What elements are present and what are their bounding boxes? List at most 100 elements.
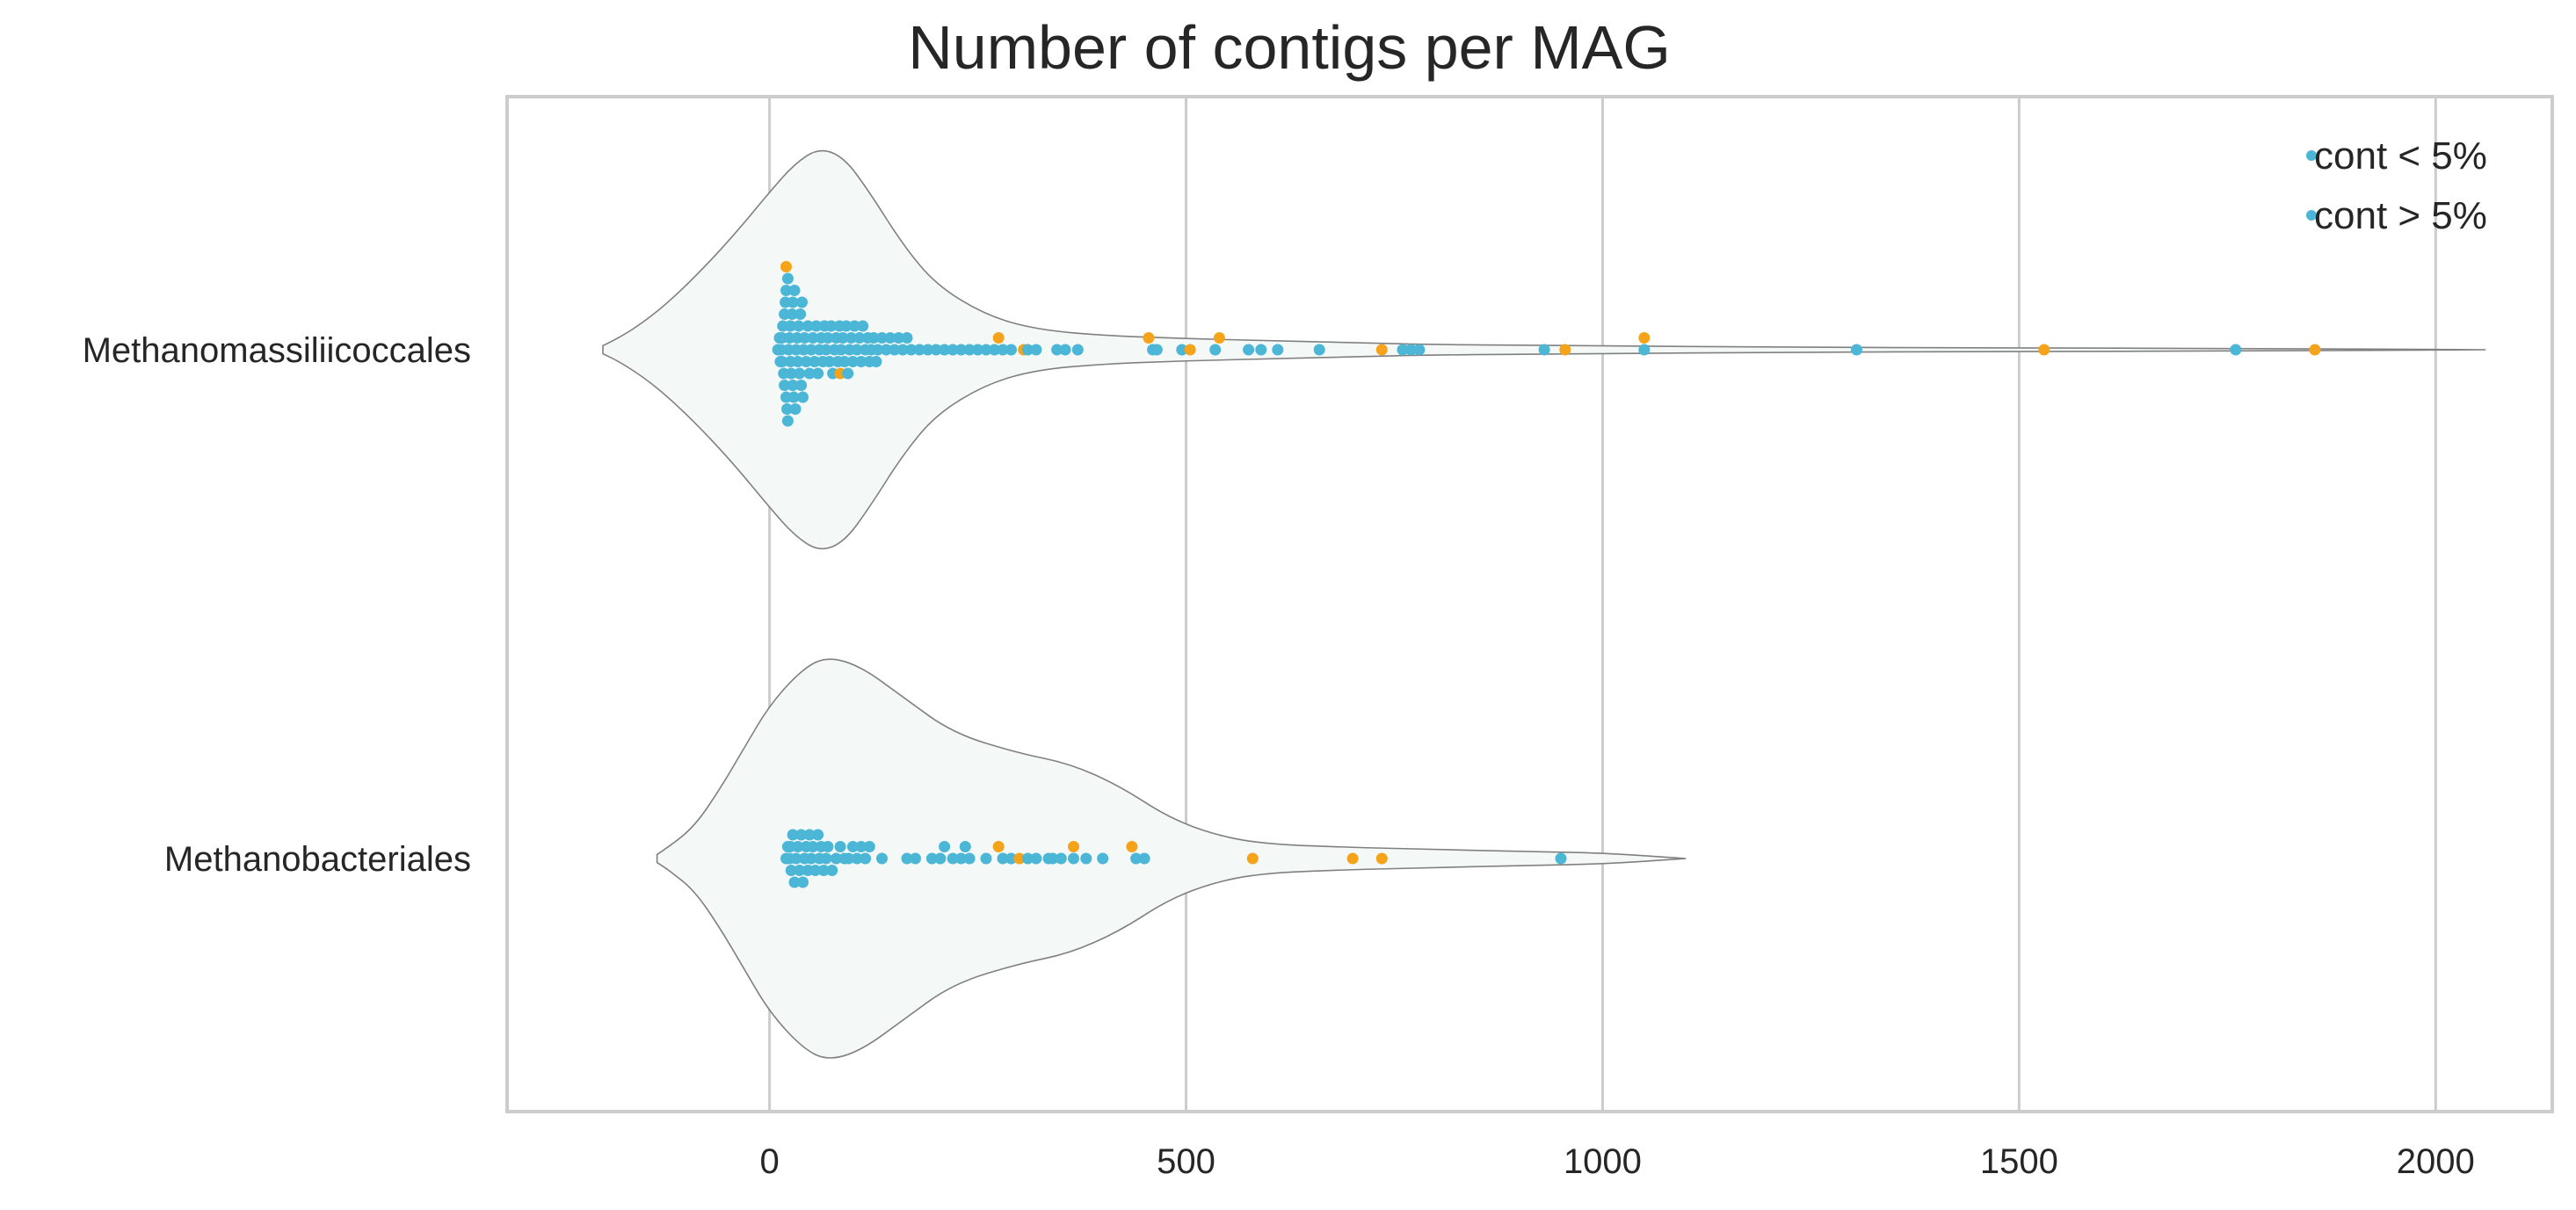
point-low-contamination (922, 344, 934, 356)
point-low-contamination (925, 852, 938, 865)
point-low-contamination (780, 285, 792, 296)
point-low-contamination (1404, 344, 1417, 356)
point-low-contamination (1851, 344, 1862, 356)
point-low-contamination (910, 852, 921, 865)
point-low-contamination (820, 344, 832, 356)
point-low-contamination (810, 320, 823, 332)
point-low-contamination (880, 344, 892, 356)
point-high-contamination (2038, 344, 2050, 356)
point-low-contamination (1005, 344, 1017, 356)
point-low-contamination (842, 367, 854, 380)
point-low-contamination (784, 320, 796, 332)
legend-label-low: cont < 5% (2314, 134, 2487, 178)
point-low-contamination (786, 308, 798, 320)
point-low-contamination (1051, 344, 1063, 356)
x-tick-label: 2000 (2397, 1142, 2475, 1181)
point-low-contamination (809, 356, 821, 367)
point-low-contamination (789, 403, 802, 415)
point-low-contamination (812, 829, 824, 841)
point-low-contamination (955, 344, 968, 356)
point-low-contamination (781, 415, 794, 427)
point-low-contamination (1555, 852, 1567, 865)
point-low-contamination (787, 391, 800, 403)
point-low-contamination (913, 344, 925, 356)
point-low-contamination (1538, 344, 1550, 356)
point-low-contamination (1638, 344, 1651, 356)
point-low-contamination (997, 852, 1009, 865)
point-low-contamination (893, 332, 904, 344)
point-high-contamination (2309, 344, 2321, 356)
point-low-contamination (787, 296, 799, 308)
point-low-contamination (779, 380, 791, 391)
point-low-contamination (809, 865, 822, 876)
point-high-contamination (1068, 841, 1079, 852)
point-low-contamination (785, 367, 797, 380)
point-low-contamination (1080, 852, 1092, 865)
legend-marker-low (2306, 150, 2317, 161)
point-low-contamination (939, 344, 951, 356)
point-low-contamination (980, 852, 992, 865)
point-low-contamination (793, 320, 805, 332)
point-low-contamination (837, 332, 849, 344)
point-low-contamination (901, 332, 913, 344)
legend: cont < 5% cont > 5% (2306, 134, 2487, 237)
point-low-contamination (947, 852, 959, 865)
point-high-contamination (1559, 344, 1571, 356)
point-low-contamination (857, 320, 869, 332)
point-low-contamination (905, 344, 918, 356)
point-low-contamination (820, 852, 832, 865)
point-low-contamination (851, 344, 863, 356)
point-low-contamination (2230, 344, 2242, 356)
point-low-contamination (824, 356, 836, 367)
point-low-contamination (830, 852, 842, 865)
point-low-contamination (1030, 852, 1042, 865)
point-low-contamination (934, 852, 947, 865)
legend-marker-high (2306, 210, 2317, 221)
point-low-contamination (800, 356, 812, 367)
point-low-contamination (855, 841, 867, 852)
point-low-contamination (855, 356, 867, 367)
point-low-contamination (997, 344, 1009, 356)
point-high-contamination (1375, 344, 1388, 356)
point-low-contamination (963, 344, 976, 356)
y-tick-label: Methanomassiliicoccales (83, 331, 471, 370)
point-low-contamination (1138, 852, 1150, 865)
point-low-contamination (901, 852, 913, 865)
point-low-contamination (790, 852, 802, 865)
point-low-contamination (1255, 344, 1267, 356)
point-low-contamination (1209, 344, 1222, 356)
point-low-contamination (807, 332, 819, 344)
point-low-contamination (889, 344, 901, 356)
point-low-contamination (834, 841, 846, 852)
point-low-contamination (1047, 852, 1059, 865)
point-high-contamination (1246, 852, 1259, 865)
point-low-contamination (989, 344, 1000, 356)
point-low-contamination (1097, 852, 1109, 865)
point-low-contamination (792, 841, 804, 852)
point-low-contamination (802, 320, 814, 332)
point-low-contamination (781, 403, 793, 415)
point-low-contamination (795, 829, 808, 841)
point-low-contamination (848, 320, 860, 332)
point-low-contamination (963, 852, 976, 865)
point-low-contamination (1068, 852, 1079, 865)
point-low-contamination (853, 332, 866, 344)
point-low-contamination (843, 852, 855, 865)
x-tick-label: 0 (759, 1142, 779, 1181)
x-tick-label: 1500 (1980, 1142, 2058, 1181)
point-low-contamination (788, 285, 801, 296)
point-low-contamination (803, 367, 816, 380)
point-low-contamination (803, 829, 816, 841)
point-low-contamination (896, 344, 909, 356)
point-low-contamination (817, 865, 830, 876)
point-high-contamination (780, 261, 792, 272)
point-low-contamination (1021, 852, 1034, 865)
point-low-contamination (798, 332, 810, 344)
x-tick-label: 500 (1157, 1142, 1215, 1181)
point-high-contamination (1346, 852, 1359, 865)
point-low-contamination (1397, 344, 1409, 356)
point-low-contamination (795, 380, 808, 391)
point-low-contamination (1130, 852, 1143, 865)
point-low-contamination (867, 332, 880, 344)
point-low-contamination (797, 876, 809, 888)
